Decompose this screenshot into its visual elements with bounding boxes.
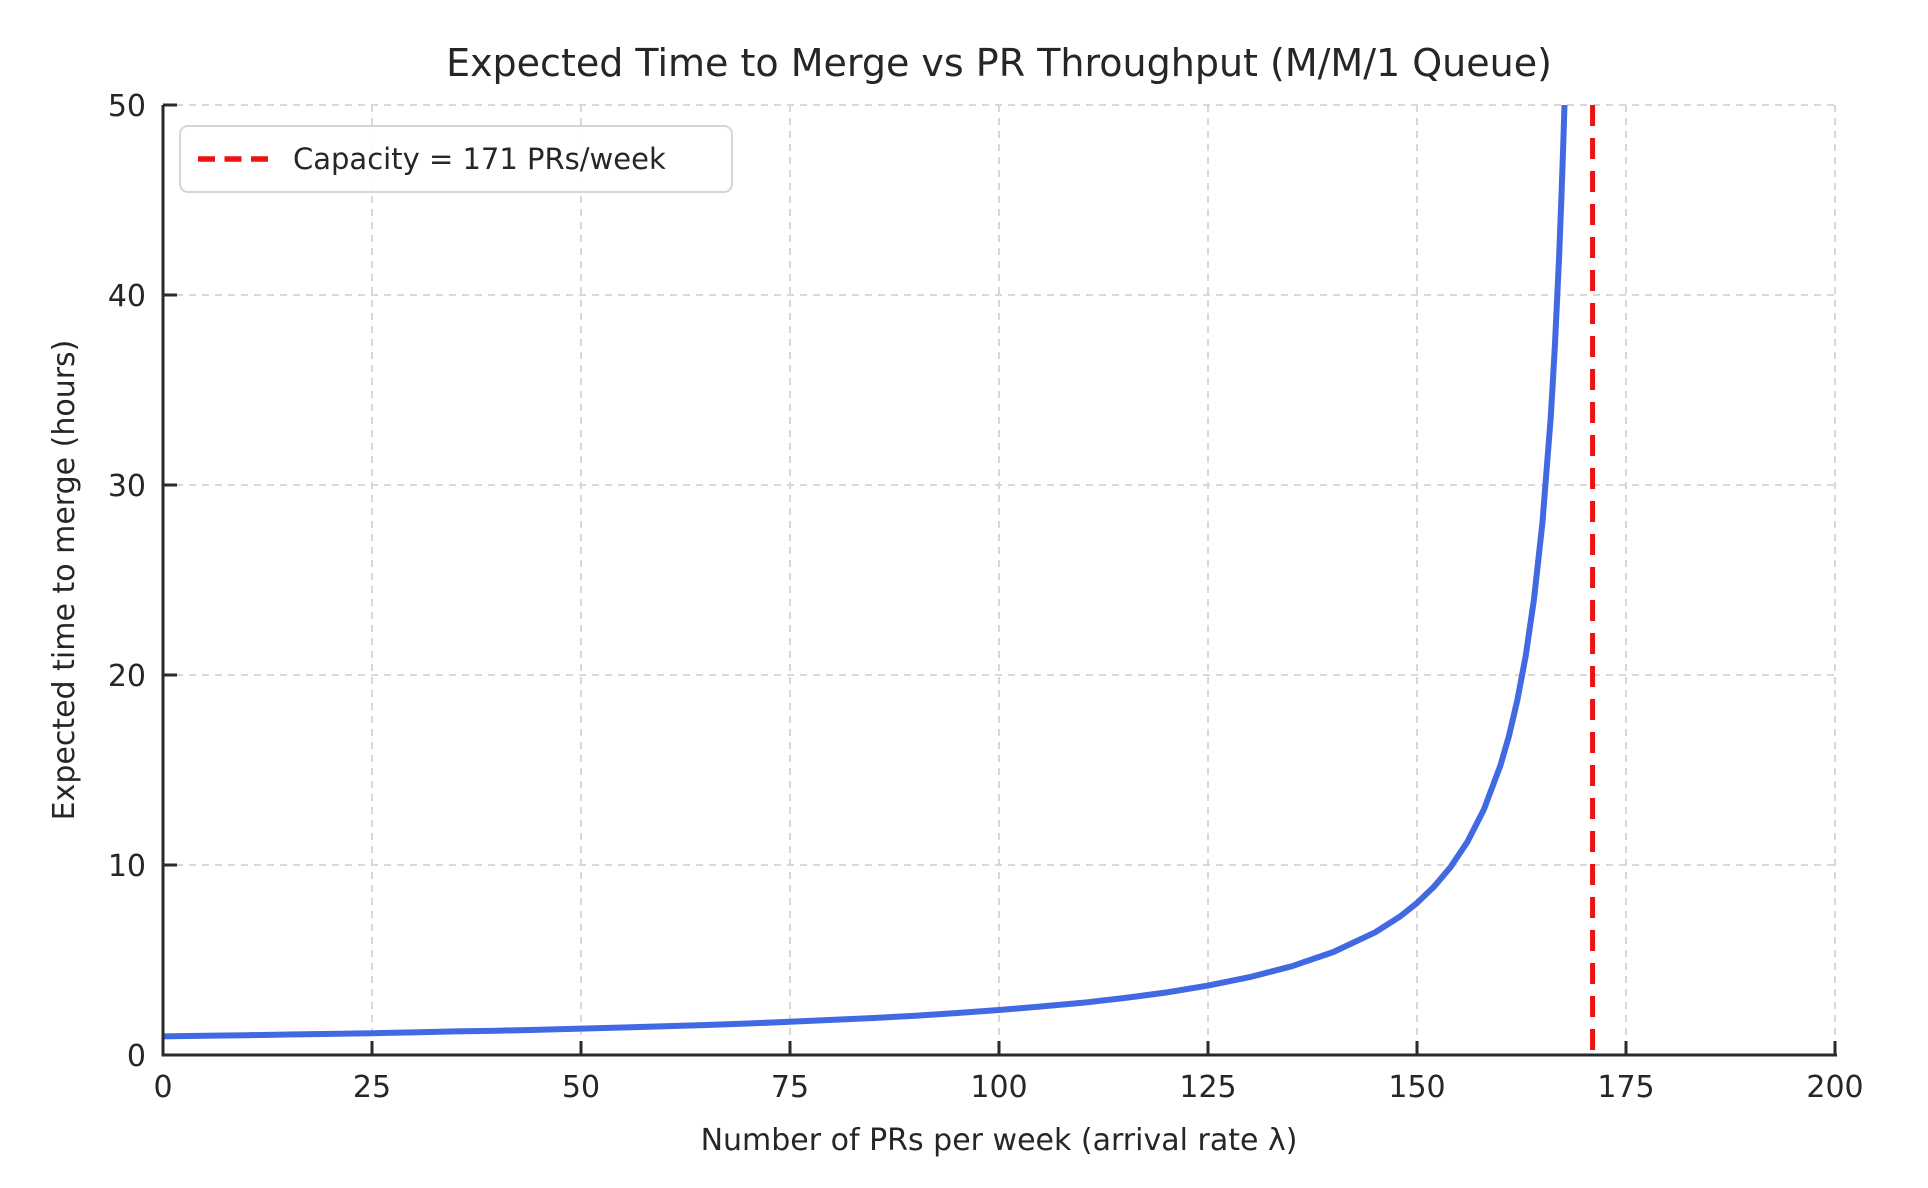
x-tick-label: 0	[153, 1070, 172, 1105]
x-tick-label: 200	[1806, 1070, 1863, 1105]
x-tick-label: 175	[1597, 1070, 1654, 1105]
x-tick-label: 150	[1388, 1070, 1445, 1105]
y-tick-label: 10	[108, 849, 146, 884]
x-tick-label: 100	[970, 1070, 1027, 1105]
ticks: 0 25 50 75 100 125 150 175 200 0 10 20 30 40 50	[108, 89, 1864, 1105]
y-tick-label: 0	[127, 1039, 146, 1074]
x-tick-label: 75	[771, 1070, 809, 1105]
merge-time-curve	[163, 105, 1568, 1040]
gridlines	[163, 104, 1836, 1055]
x-tick-label: 50	[562, 1070, 600, 1105]
legend-label: Capacity = 171 PRs/week	[293, 142, 666, 176]
y-tick-label: 40	[108, 279, 146, 314]
y-tick-label: 30	[108, 469, 146, 504]
y-tick-label: 20	[108, 659, 146, 694]
x-tick-label: 125	[1179, 1070, 1236, 1105]
chart-title: Expected Time to Merge vs PR Throughput …	[446, 41, 1552, 85]
x-axis-label: Number of PRs per week (arrival rate λ)	[701, 1123, 1298, 1158]
x-tick-label: 25	[353, 1070, 391, 1105]
y-tick-label: 50	[108, 89, 146, 124]
capacity-legend-dash-icon	[198, 156, 268, 162]
legend: Capacity = 171 PRs/week	[179, 125, 733, 193]
y-axis-label: Expected time to merge (hours)	[47, 340, 82, 821]
